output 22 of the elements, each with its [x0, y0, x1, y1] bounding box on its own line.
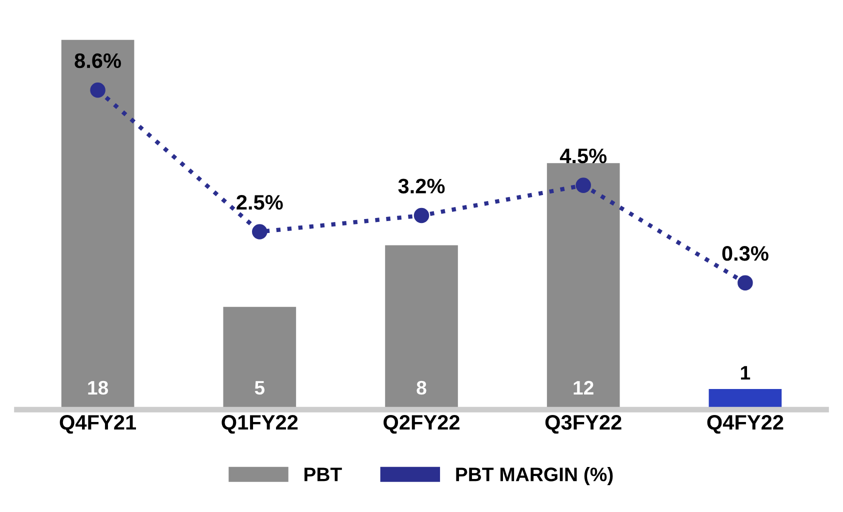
point: [738, 275, 753, 290]
data-label: 8.6%: [74, 53, 121, 68]
x-tick-label: Q4FY22: [707, 415, 784, 434]
data-label: 5: [254, 381, 265, 395]
data-label: 8: [416, 380, 426, 395]
data-label: 12: [574, 380, 594, 394]
x-tick-label: Q4FY21: [60, 415, 136, 434]
data-label: 2.5%: [236, 194, 283, 210]
legend-label: PBT MARGIN (%): [456, 467, 613, 486]
data-label: 4.5%: [560, 148, 607, 164]
x-tick-label: Q1FY22: [222, 415, 298, 434]
data-label: 18: [88, 380, 108, 395]
point: [414, 208, 430, 224]
data-label: 1: [741, 366, 750, 380]
data-label: 0.3%: [722, 246, 768, 261]
data-label: 3.2%: [398, 178, 445, 194]
legend-label: PBT: [304, 468, 342, 482]
point: [252, 224, 268, 240]
x-tick-label: Q2FY22: [384, 415, 460, 434]
point: [576, 178, 591, 193]
x-tick-label: Q3FY22: [545, 415, 622, 434]
point: [90, 82, 106, 98]
